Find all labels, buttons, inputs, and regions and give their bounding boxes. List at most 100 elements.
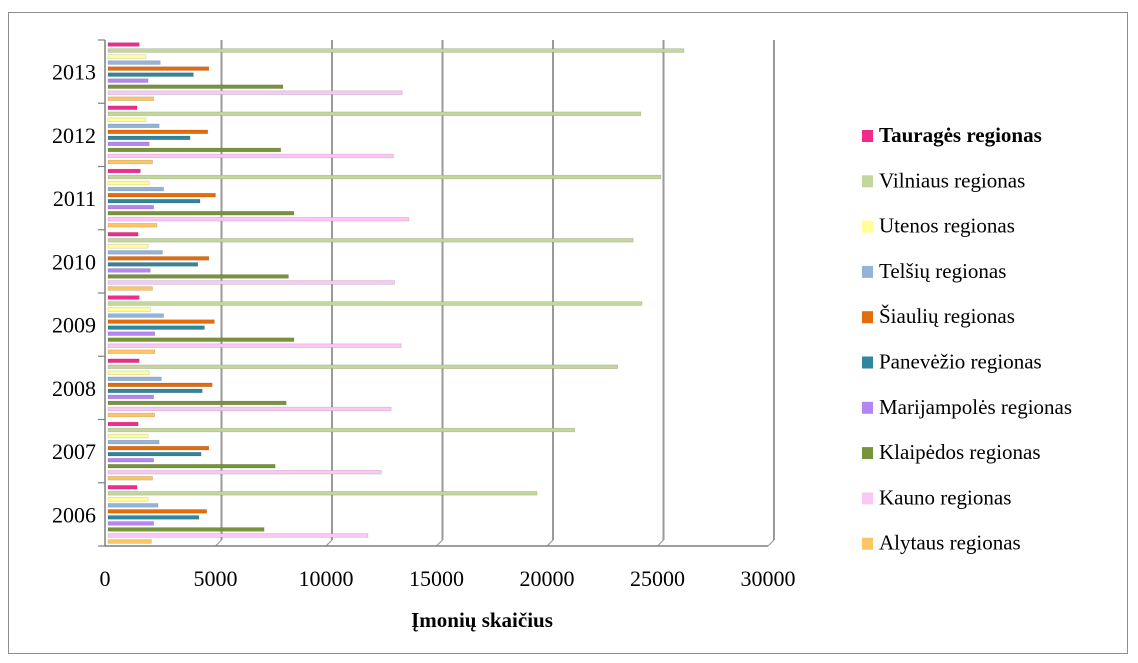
bar-2011-1 [107, 223, 158, 228]
legend-entry-8: Klaipėdos regionas [879, 440, 1041, 464]
bar-2009-8 [107, 307, 151, 312]
bar-2012-5 [107, 135, 191, 141]
legend-swatch-2 [862, 175, 873, 188]
legend-entry-6: Panevėžio regionas [879, 350, 1042, 374]
bar-2009-4 [107, 331, 156, 336]
y-tick-label-2010: 2010 [52, 249, 96, 274]
legend-entry-10: Alytaus regionas [879, 531, 1021, 555]
legend-entry-5: Šiaulių regionas [879, 304, 1015, 328]
bar-2010-6 [107, 256, 210, 261]
y-tick-label-2006: 2006 [52, 502, 96, 527]
bar-2008-3 [107, 400, 287, 406]
bar-2008-8 [107, 370, 150, 375]
bar-2012-10 [107, 105, 138, 110]
bar-2012-9 [107, 111, 642, 116]
bar-2006-8 [107, 497, 149, 502]
y-tick-label-2012: 2012 [52, 123, 96, 148]
legend-swatch-10 [862, 537, 873, 550]
bar-2009-10 [107, 295, 140, 300]
legend-swatch-6 [862, 356, 873, 369]
bar-2008-7 [107, 376, 162, 382]
bar-2008-2 [107, 406, 392, 412]
bar-2011-10 [107, 168, 141, 174]
legend-swatch-9 [862, 492, 873, 505]
bar-2012-1 [107, 159, 153, 165]
legend-swatch-1 [862, 130, 873, 142]
gridline-foot-25000 [657, 539, 664, 547]
y-tick-label-2009: 2009 [52, 313, 96, 338]
bar-2013-8 [107, 54, 147, 59]
gridline-foot-15000 [436, 539, 443, 547]
bar-2009-3 [107, 337, 295, 342]
bar-2009-2 [107, 343, 402, 348]
bar-2011-2 [107, 217, 410, 222]
bar-2011-7 [107, 186, 164, 192]
bar-2006-4 [107, 521, 154, 526]
bar-2008-4 [107, 394, 154, 400]
bar-2006-10 [107, 485, 138, 490]
bar-2013-5 [107, 72, 194, 77]
bar-2012-8 [107, 117, 147, 122]
bar-2007-5 [107, 451, 202, 457]
gridline-foot-30000 [767, 539, 775, 547]
bar-2009-1 [107, 349, 156, 354]
bar-2010-1 [107, 286, 153, 291]
bar-2010-3 [107, 274, 289, 279]
bar-2010-9 [107, 238, 634, 243]
bar-2008-10 [107, 358, 140, 363]
bar-2006-9 [107, 491, 538, 496]
legend-entry-4: Telšių regionas [879, 259, 1006, 283]
bar-2009-6 [107, 319, 215, 324]
legend-entry-7: Marijampolės regionas [879, 395, 1072, 419]
bar-2011-4 [107, 204, 154, 210]
legend-swatch-5 [862, 311, 873, 324]
bar-2013-10 [107, 42, 140, 47]
y-tick-label-2008: 2008 [52, 376, 96, 401]
bar-2011-3 [107, 211, 295, 216]
bar-2012-2 [107, 153, 394, 159]
bar-2006-1 [107, 539, 152, 544]
bar-2010-5 [107, 262, 199, 267]
bar-2006-7 [107, 503, 159, 508]
x-tick-label-30000: 30000 [741, 566, 796, 591]
bar-2009-7 [107, 313, 164, 318]
bar-2010-7 [107, 250, 163, 255]
x-tick-label-5000: 5000 [194, 566, 238, 591]
bar-2008-6 [107, 382, 213, 388]
x-axis-title: Įmonių skaičius [411, 608, 553, 632]
x-tick-label-10000: 10000 [299, 566, 354, 591]
bar-2006-2 [107, 533, 369, 538]
chart-frame [8, 12, 1128, 654]
bar-2010-8 [107, 244, 149, 249]
bar-2007-1 [107, 476, 153, 481]
bar-2010-4 [107, 268, 151, 273]
bar-2007-4 [107, 457, 154, 463]
bar-2011-5 [107, 198, 201, 204]
bar-2011-9 [107, 174, 662, 180]
bar-2013-7 [107, 60, 161, 65]
x-tick-label-20000: 20000 [520, 566, 575, 591]
bar-2010-2 [107, 280, 395, 285]
bar-2012-6 [107, 129, 209, 135]
bar-2013-2 [107, 90, 403, 95]
bar-2010-10 [107, 232, 139, 237]
legend-entry-2: Vilniaus regionas [879, 168, 1025, 192]
gridline-foot-5000 [215, 539, 222, 547]
bar-2007-9 [107, 427, 575, 433]
x-tick-label-25000: 25000 [630, 566, 685, 591]
y-tick-label-2013: 2013 [52, 60, 96, 85]
x-tick-label-15000: 15000 [409, 566, 464, 591]
bar-2011-8 [107, 180, 150, 186]
bar-2008-1 [107, 412, 156, 418]
bar-2008-9 [107, 364, 619, 369]
bar-2012-4 [107, 141, 150, 147]
bar-2007-8 [107, 433, 149, 439]
bar-2006-5 [107, 515, 200, 520]
legend-entry-9: Kauno regionas [879, 485, 1011, 509]
bar-2006-6 [107, 509, 207, 514]
bar-2013-4 [107, 78, 149, 83]
bar-2007-7 [107, 439, 160, 445]
legend-entry-1: Tauragės regionas [879, 123, 1042, 147]
bar-2006-3 [107, 527, 265, 532]
